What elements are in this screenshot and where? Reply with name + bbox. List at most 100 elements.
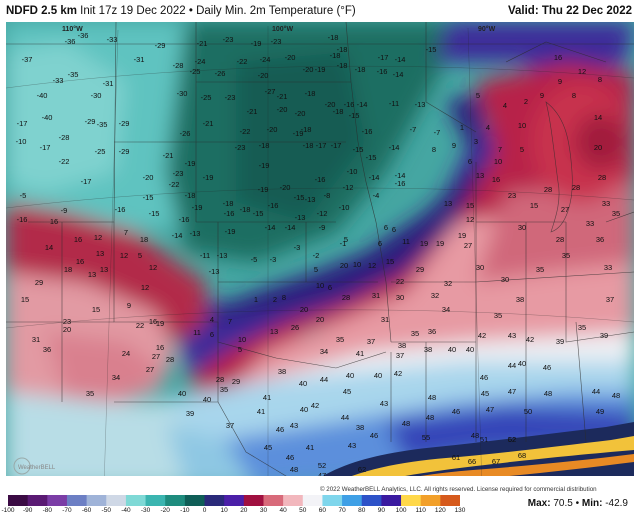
temperature-value: -29 [119, 147, 130, 156]
temperature-value: 5 [344, 235, 348, 244]
temperature-value: 28 [216, 375, 224, 384]
temperature-value: -31 [134, 55, 145, 64]
temperature-value: 47 [508, 387, 516, 396]
temperature-value: 31 [32, 335, 40, 344]
temperature-value: 12 [368, 261, 376, 270]
temperature-value: 12 [149, 263, 157, 272]
temperature-value: -14 [357, 100, 368, 109]
temperature-value: -20 [285, 53, 296, 62]
temperature-value: 5 [138, 251, 142, 260]
temperature-value: -18 [355, 65, 366, 74]
temperature-value: 20 [594, 143, 602, 152]
temperature-value: -11 [200, 251, 210, 260]
temperature-value: -22 [240, 127, 251, 136]
temperature-value: -17 [378, 53, 389, 62]
temperature-value: 51 [480, 435, 488, 444]
temperature-value: 26 [291, 323, 299, 332]
temperature-value: -28 [173, 61, 184, 70]
temperature-value: 28 [572, 183, 580, 192]
temperature-value: -24 [260, 55, 271, 64]
temperature-value: -18 [337, 45, 348, 54]
temperature-value: 66 [468, 457, 476, 466]
temperature-value: -15 [353, 145, 364, 154]
weatherbell-logo: WeatherBELL [12, 456, 58, 476]
temperature-value: 30 [476, 263, 484, 272]
temperature-value: 29 [232, 377, 240, 386]
temperature-value: -13 [190, 229, 201, 238]
temperature-value: 8 [282, 293, 286, 302]
temperature-value: -27 [265, 87, 276, 96]
temperature-value: 44 [508, 361, 516, 370]
temperature-value: -10 [16, 137, 27, 146]
temperature-value: -17 [81, 177, 92, 186]
temperature-map: -36-36 -33-29 -21 -23 -19 -23 -18-18 -15-37-35-… [6, 22, 634, 488]
temperature-value: -40 [37, 91, 48, 100]
temperature-value: 39 [556, 337, 564, 346]
temperature-value: -19 [225, 227, 236, 236]
temperature-value: -33 [53, 76, 64, 85]
temperature-value: -15 [349, 111, 360, 120]
min-value: -42.9 [605, 498, 628, 509]
temperature-value: 50 [524, 407, 532, 416]
temperature-value: 4 [486, 123, 490, 132]
temperature-value: 32 [444, 279, 452, 288]
temperature-value: 10 [518, 121, 526, 130]
temperature-value: -40 [42, 113, 53, 122]
temperature-value: 2 [524, 97, 528, 106]
temperature-value: 42 [526, 335, 534, 344]
temperature-value: 23 [508, 191, 516, 200]
color-scale-tick: 0 [202, 507, 207, 514]
temperature-value: -26 [180, 129, 191, 138]
temperature-value: 46 [452, 407, 460, 416]
temperature-value: -18 [328, 33, 339, 42]
temperature-value: -23 [173, 169, 184, 178]
temperature-value: 13 [88, 270, 96, 279]
temperature-value: 9 [127, 301, 131, 310]
temperature-value: 47 [486, 405, 494, 414]
temperature-value: -25 [201, 93, 212, 102]
temperature-value: -23 [235, 143, 246, 152]
temperature-value: -8 [324, 191, 331, 200]
temperature-value: -36 [78, 31, 89, 40]
temperature-value: 7 [228, 317, 232, 326]
temperature-value: 10 [353, 260, 361, 269]
color-scale-tick: -100 [1, 507, 15, 514]
color-scale-tick: 90 [377, 507, 386, 514]
temperature-value: -36 [65, 37, 76, 46]
color-scale-swatch [302, 495, 324, 506]
temperature-value: -33 [107, 35, 118, 44]
temperature-value: 6 [210, 330, 214, 339]
temperature-value: -15 [294, 193, 305, 202]
temperature-value: -18 [337, 61, 348, 70]
temperature-value: -10 [347, 167, 358, 176]
color-scale-swatch [86, 495, 107, 506]
temperature-value: -24 [195, 57, 206, 66]
temperature-value: 9 [558, 77, 562, 86]
temperature-value: 29 [35, 278, 43, 287]
temperature-value: -18 [301, 125, 312, 134]
color-scale-tick: 110 [415, 507, 426, 514]
temperature-value: 20 [316, 315, 324, 324]
temperature-value: -13 [209, 267, 220, 276]
temperature-value: -29 [155, 41, 166, 50]
temperature-value: -9 [319, 223, 326, 232]
temperature-value: -14 [285, 223, 296, 232]
temperature-value: 5 [520, 145, 524, 154]
temperature-value: -19 [315, 65, 326, 74]
temperature-value: -5 [20, 191, 27, 200]
temperature-value: -16 [115, 205, 126, 214]
temperature-value: -14 [393, 70, 404, 79]
temperature-value: 38 [398, 341, 406, 350]
temperature-value: 27 [561, 205, 569, 214]
temperature-value: 6 [384, 223, 388, 232]
temperature-value: 30 [396, 293, 404, 302]
temperature-value: 19 [156, 319, 164, 328]
temperature-value: 55 [422, 433, 430, 442]
temperature-value: -5 [251, 255, 258, 264]
temperature-value: -11 [389, 99, 399, 108]
temperature-value: 42 [478, 331, 486, 340]
temperature-value: 48 [471, 431, 479, 440]
temperature-value: 1 [460, 123, 464, 132]
color-scale-swatch [361, 495, 382, 506]
temperature-value: -20 [277, 105, 288, 114]
